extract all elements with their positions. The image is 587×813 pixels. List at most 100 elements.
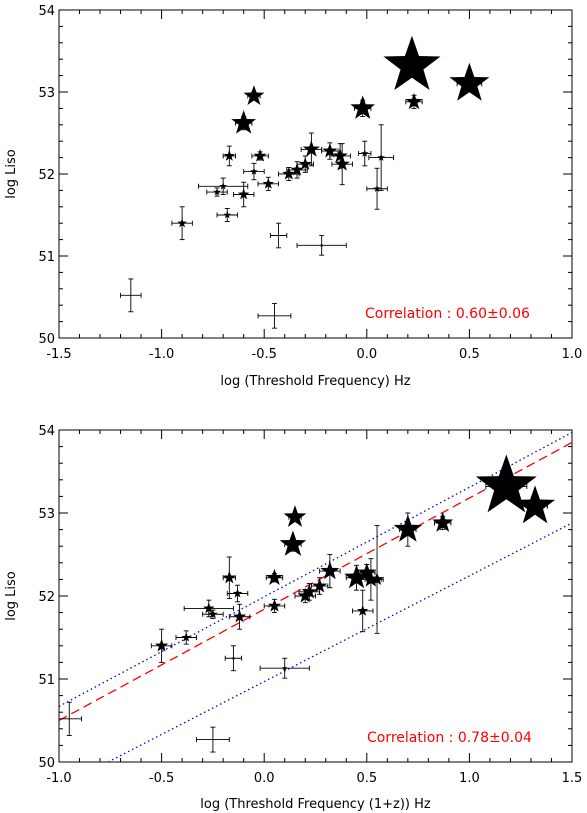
plot-area [120,35,490,329]
star-marker [449,62,490,101]
star-marker [219,182,227,190]
data-point [370,525,384,634]
x-tick-label: 1.5 [562,771,583,786]
data-point [300,132,323,167]
data-point [515,485,556,524]
star-marker [515,485,556,524]
star-marker [203,602,215,614]
x-tick-label: -1.0 [149,347,174,362]
data-point [296,155,314,173]
data-point [319,554,341,589]
x-tick-label: 1.0 [562,347,583,362]
data-point [296,235,347,256]
plot-frame [58,9,573,339]
y-tick-label: 51 [38,673,55,688]
star-marker [301,583,317,599]
y-tick-label: 53 [38,86,55,101]
correlation-annotation: Correlation : 0.78±0.04 [367,730,532,746]
data-point [231,110,257,134]
data-point [150,628,173,663]
star-marker [475,454,537,513]
scatter-bound-line [59,431,572,707]
data-point [358,140,372,167]
data-point [393,512,423,547]
star-marker [432,511,454,532]
star-marker [279,530,307,556]
star-marker [223,149,236,161]
x-tick-label: -0.5 [149,771,174,786]
star-marker [223,211,232,219]
data-point [265,568,284,586]
y-axis-label: log Liso [4,571,19,621]
data-point [283,505,307,527]
star-marker [129,294,132,297]
star-marker [290,162,304,176]
data-point [257,176,280,191]
data-point [243,162,265,181]
y-tick-label: 50 [38,332,55,347]
star-marker [334,156,350,171]
star-marker [253,148,267,162]
data-point [331,143,353,186]
data-point [269,222,288,249]
data-point [383,35,441,91]
star-marker [208,609,218,619]
data-point [279,530,307,556]
data-point [251,148,269,162]
x-tick-label: -1.5 [46,347,71,362]
data-point [175,630,197,645]
star-marker [356,604,369,616]
star-marker [322,143,338,158]
x-tick-label: 0.0 [356,347,377,362]
star-marker [370,572,384,586]
x-axis-label: log (Threshold Frequency) Hz [220,374,410,389]
data-point [350,95,376,119]
star-marker [181,632,191,642]
star-marker [297,588,313,603]
correlation-annotation: Correlation : 0.60±0.06 [365,306,530,322]
x-tick-label: 0.0 [254,771,275,786]
star-marker [154,638,169,652]
star-marker [265,568,284,586]
data-point [310,577,329,595]
star-marker [312,578,328,593]
data-point [120,278,142,313]
star-marker [298,157,312,170]
data-point [351,589,374,633]
star-marker [250,167,258,175]
x-axis-label: log (Threshold Frequency (1+z)) Hz [200,797,431,812]
star-marker [231,110,257,134]
star-marker [281,665,288,671]
x-tick-label: -0.5 [252,347,277,362]
panel-bottom: -1.0 -0.5 0.0 0.5 1.0 1.5 50 51 52 53 54 log (Thres… [4,424,582,812]
y-tick-label: 54 [38,424,55,439]
star-marker [211,738,214,741]
y-tick-label: 52 [38,168,55,183]
star-marker [231,656,236,660]
data-point [257,303,292,329]
data-point [243,85,265,105]
star-marker [213,188,221,196]
x-tick-label: 0.5 [459,347,480,362]
star-marker [357,562,377,581]
star-marker [277,234,280,237]
star-marker [360,149,369,157]
plot-area [59,431,572,762]
star-marker [283,505,307,527]
data-point [366,167,388,210]
scatter-bound-line [106,522,572,762]
star-marker [243,85,265,105]
star-marker [320,561,340,580]
x-tick-label: 0.5 [356,771,377,786]
data-point [232,181,255,208]
y-axis-label: log Liso [4,149,19,199]
data-point [449,62,490,101]
data-point [259,657,310,679]
star-marker [232,609,247,623]
data-point [475,454,537,513]
star-marker [344,564,369,589]
data-point [198,177,249,195]
x-tick-label: -1.0 [46,771,71,786]
star-marker [237,188,250,200]
